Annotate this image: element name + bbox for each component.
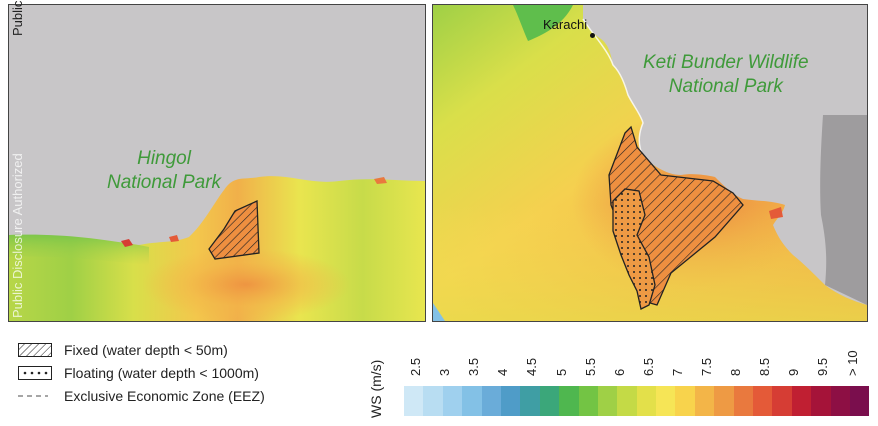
colorbar-cell	[791, 386, 812, 416]
map-left-hingol: Hingol National Park	[8, 4, 426, 322]
legend: Fixed (water depth < 50m) Floating (wate…	[18, 338, 358, 407]
hatch-swatch-icon	[18, 342, 52, 357]
colorbar-title: WS (m/s)	[368, 359, 384, 418]
colorbar-tick-label: 4.5	[524, 357, 540, 376]
colorbar-tick-label: 7.5	[699, 357, 714, 376]
colorbar-tick-label: 4	[495, 368, 511, 376]
colorbar-tick-label: 9	[786, 368, 802, 376]
colorbar-cell	[481, 386, 501, 416]
colorbar-tick-label: 9.5	[815, 357, 831, 376]
colorbar-cell	[811, 386, 831, 416]
colorbar	[404, 386, 870, 416]
colorbar-cell	[559, 386, 579, 416]
left-fixed-zone	[208, 200, 260, 260]
colorbar-tick-label: 6	[611, 368, 627, 376]
colorbar-tick-label: 7	[669, 368, 685, 376]
left-map-graphic	[9, 5, 425, 321]
colorbar-cell	[597, 386, 618, 416]
colorbar-cell	[694, 386, 715, 416]
watermark-side-text: Public Disclosure Authorized	[10, 153, 25, 318]
colorbar-cell	[520, 386, 540, 416]
colorbar-cell	[830, 386, 850, 416]
right-floating-zone	[612, 188, 656, 310]
colorbar-cell	[462, 386, 482, 416]
colorbar-tick-label: 3.5	[466, 357, 482, 376]
colorbar-tick-label: 5	[553, 368, 569, 376]
colorbar-tick-label: 5.5	[582, 357, 598, 376]
colorbar-cell	[617, 386, 637, 416]
colorbar-cell	[539, 386, 560, 416]
colorbar-cell	[733, 386, 754, 416]
colorbar-cell	[442, 386, 463, 416]
colorbar-cell	[404, 386, 424, 416]
colorbar-cell	[675, 386, 695, 416]
dashed-line-icon	[18, 389, 52, 403]
colorbar-tick-label: 8.5	[757, 357, 773, 376]
colorbar-cell	[578, 386, 598, 416]
colorbar-cell	[636, 386, 657, 416]
right-map-graphic	[433, 5, 867, 321]
watermark-top-text: Public	[10, 0, 25, 36]
colorbar-cell	[500, 386, 521, 416]
colorbar-cell	[714, 386, 734, 416]
legend-floating-label: Floating (water depth < 1000m)	[64, 364, 259, 381]
colorbar-tick-label: 8	[728, 368, 744, 376]
dots-swatch-icon	[18, 365, 52, 380]
hingol-park-label: Hingol National Park	[107, 148, 222, 193]
colorbar-cell	[849, 386, 870, 416]
legend-eez: Exclusive Economic Zone (EEZ)	[18, 384, 358, 407]
legend-fixed-label: Fixed (water depth < 50m)	[64, 341, 228, 358]
legend-floating: Floating (water depth < 1000m)	[18, 361, 358, 384]
colorbar-tick-label: > 10	[844, 350, 860, 376]
karachi-label: Karachi	[543, 17, 588, 32]
colorbar-cell	[423, 386, 443, 416]
colorbar-tick-label: 3	[437, 368, 453, 376]
map-right-keti-bunder: Karachi Keti Bunder Wildlife National Pa…	[432, 4, 868, 322]
karachi-marker	[590, 33, 595, 38]
colorbar-tick-label: 2.5	[408, 357, 423, 376]
legend-eez-label: Exclusive Economic Zone (EEZ)	[64, 387, 265, 404]
colorbar-cell	[656, 386, 676, 416]
colorbar-cell	[772, 386, 792, 416]
colorbar-tick-label: 6.5	[640, 357, 656, 376]
legend-fixed: Fixed (water depth < 50m)	[18, 338, 358, 361]
keti-bunder-park-label: Keti Bunder Wildlife National Park	[643, 52, 809, 97]
colorbar-cell	[753, 386, 773, 416]
